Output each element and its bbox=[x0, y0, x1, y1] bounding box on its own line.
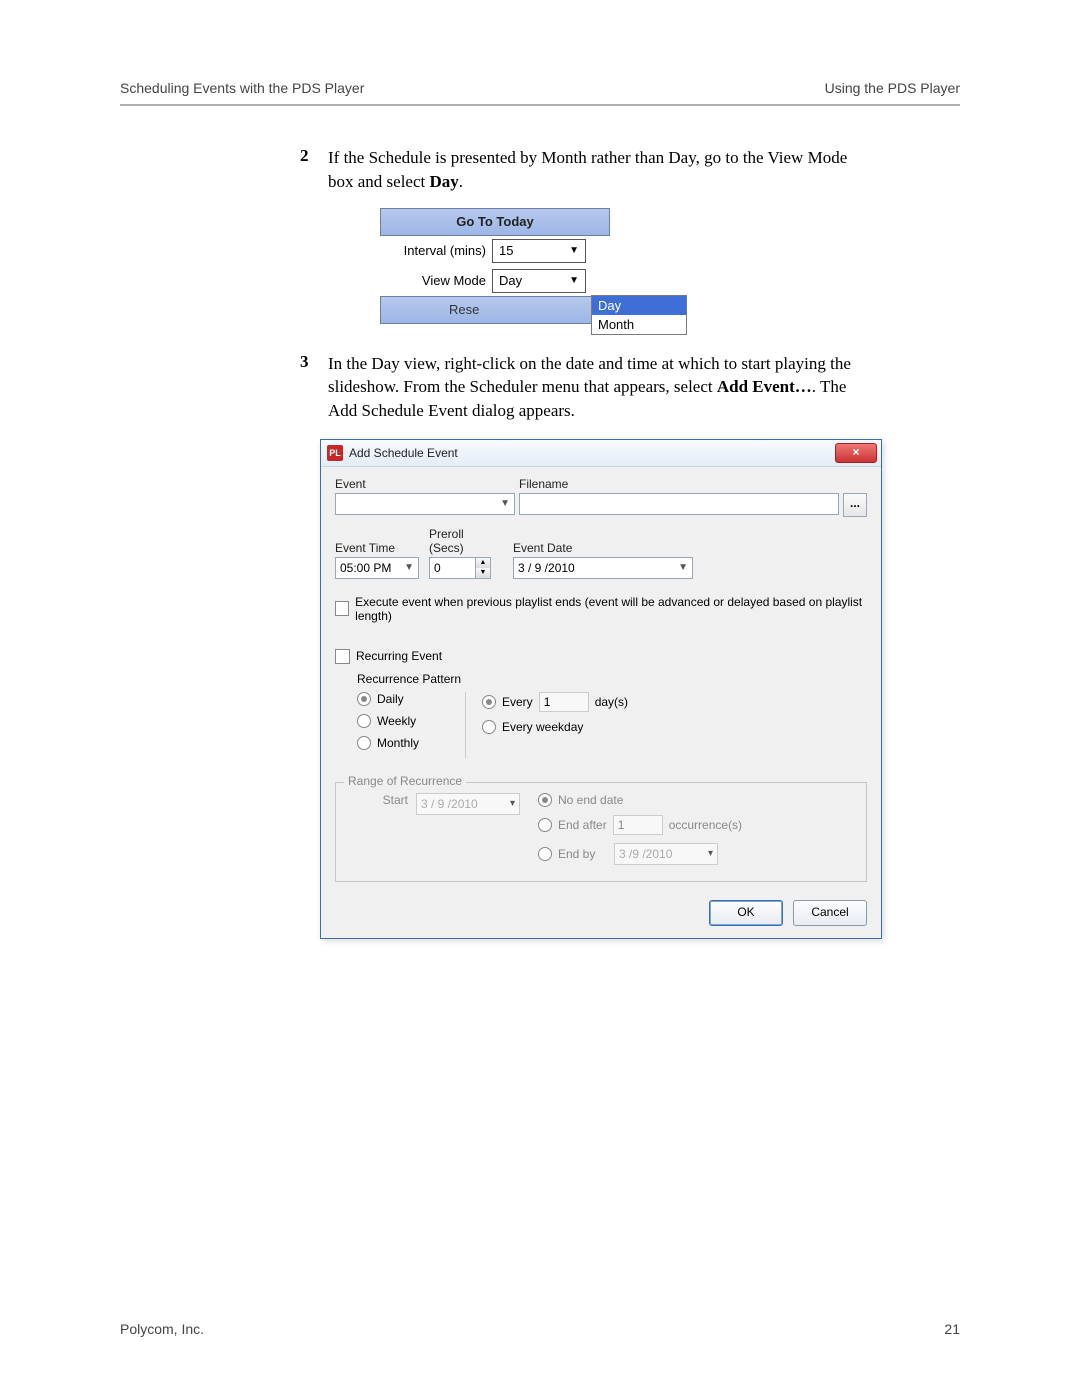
footer-right: 21 bbox=[944, 1321, 960, 1337]
dialog-title: Add Schedule Event bbox=[349, 446, 835, 460]
spinner-up-icon[interactable]: ▲ bbox=[476, 558, 490, 568]
filename-input[interactable] bbox=[519, 493, 839, 515]
recurring-checkbox[interactable] bbox=[335, 649, 350, 664]
step-3-b1: Add Event… bbox=[717, 377, 812, 396]
reset-button[interactable]: Rese bbox=[380, 296, 610, 324]
reset-partial-text: Rese bbox=[449, 302, 479, 317]
page-footer: Polycom, Inc. 21 bbox=[120, 1321, 960, 1337]
monthly-radio[interactable] bbox=[357, 736, 371, 750]
chevron-down-icon: ▾ bbox=[708, 848, 713, 859]
event-date-label: Event Date bbox=[513, 541, 693, 555]
no-end-date-radio[interactable] bbox=[538, 793, 552, 807]
chevron-down-icon: ▼ bbox=[500, 498, 510, 509]
monthly-label: Monthly bbox=[377, 736, 419, 750]
event-label: Event bbox=[335, 477, 515, 491]
close-button[interactable]: × bbox=[835, 443, 877, 463]
event-time-value: 05:00 PM bbox=[340, 561, 391, 575]
every-weekday-label: Every weekday bbox=[502, 720, 583, 734]
dropdown-option-month[interactable]: Month bbox=[592, 315, 686, 334]
view-mode-value: Day bbox=[499, 273, 522, 288]
event-select[interactable]: ▼ bbox=[335, 493, 515, 515]
daily-label: Daily bbox=[377, 692, 404, 706]
view-mode-panel: Go To Today Interval (mins) 15 ▼ View Mo… bbox=[380, 208, 610, 322]
start-label: Start bbox=[348, 793, 416, 807]
every-radio[interactable] bbox=[482, 695, 496, 709]
every-weekday-radio[interactable] bbox=[482, 720, 496, 734]
event-date-value: 3 / 9 /2010 bbox=[518, 561, 575, 575]
view-mode-label: View Mode bbox=[386, 273, 492, 288]
event-time-label: Event Time bbox=[335, 541, 419, 555]
daily-radio[interactable] bbox=[357, 692, 371, 706]
preroll-value: 0 bbox=[430, 558, 475, 578]
interval-label: Interval (mins) bbox=[386, 243, 492, 258]
every-label: Every bbox=[502, 695, 533, 709]
title-bar: PL Add Schedule Event × bbox=[321, 440, 881, 467]
step-2-text: If the Schedule is presented by Month ra… bbox=[328, 146, 868, 194]
view-mode-row: View Mode Day ▼ bbox=[380, 266, 610, 296]
execute-label: Execute event when previous playlist end… bbox=[355, 595, 867, 623]
interval-select[interactable]: 15 ▼ bbox=[492, 239, 586, 263]
step-3: 3 In the Day view, right-click on the da… bbox=[300, 352, 960, 423]
days-label: day(s) bbox=[595, 695, 628, 709]
range-of-recurrence-group: Range of Recurrence Start 3 / 9 /2010 ▾ … bbox=[335, 782, 867, 882]
chevron-down-icon: ▼ bbox=[569, 275, 579, 286]
filename-label: Filename bbox=[519, 477, 867, 491]
step-2-text-before: If the Schedule is presented by Month ra… bbox=[328, 148, 847, 191]
chevron-down-icon: ▼ bbox=[678, 562, 688, 573]
recurrence-pattern-group: Recurrence Pattern Daily Weekly Monthly … bbox=[335, 670, 867, 766]
step-3-text: In the Day view, right-click on the date… bbox=[328, 352, 868, 423]
weekly-radio[interactable] bbox=[357, 714, 371, 728]
end-after-radio[interactable] bbox=[538, 818, 552, 832]
step-3-number: 3 bbox=[300, 352, 328, 423]
preroll-spinner[interactable]: 0 ▲ ▼ bbox=[429, 557, 491, 579]
page-header: Scheduling Events with the PDS Player Us… bbox=[120, 80, 960, 106]
step-2-bold: Day bbox=[430, 172, 459, 191]
occurrences-label: occurrence(s) bbox=[669, 818, 742, 832]
recurring-label: Recurring Event bbox=[356, 649, 442, 663]
interval-value: 15 bbox=[499, 243, 513, 258]
start-date-picker[interactable]: 3 / 9 /2010 ▾ bbox=[416, 793, 520, 815]
view-mode-dropdown: Day Month bbox=[591, 295, 687, 335]
header-left: Scheduling Events with the PDS Player bbox=[120, 80, 364, 96]
header-right: Using the PDS Player bbox=[825, 80, 960, 96]
footer-left: Polycom, Inc. bbox=[120, 1321, 204, 1337]
end-by-date-picker[interactable]: 3 /9 /2010 ▾ bbox=[614, 843, 718, 865]
range-of-recurrence-title: Range of Recurrence bbox=[344, 774, 466, 788]
add-schedule-event-dialog: PL Add Schedule Event × Event ▼ Filename bbox=[320, 439, 882, 939]
preroll-label: Preroll (Secs) bbox=[429, 527, 491, 555]
chevron-down-icon: ▼ bbox=[569, 245, 579, 256]
event-date-picker[interactable]: 3 / 9 /2010 ▼ bbox=[513, 557, 693, 579]
ok-button[interactable]: OK bbox=[709, 900, 783, 926]
end-after-input[interactable]: 1 bbox=[613, 815, 663, 835]
step-2-after: . bbox=[459, 172, 463, 191]
close-icon: × bbox=[852, 445, 859, 459]
step-2-number: 2 bbox=[300, 146, 328, 194]
interval-row: Interval (mins) 15 ▼ bbox=[380, 236, 610, 266]
app-icon: PL bbox=[327, 445, 343, 461]
view-mode-select[interactable]: Day ▼ bbox=[492, 269, 586, 293]
end-by-radio[interactable] bbox=[538, 847, 552, 861]
start-date-value: 3 / 9 /2010 bbox=[421, 797, 478, 811]
cancel-button[interactable]: Cancel bbox=[793, 900, 867, 926]
event-time-select[interactable]: 05:00 PM ▼ bbox=[335, 557, 419, 579]
spinner-down-icon[interactable]: ▼ bbox=[476, 568, 490, 578]
dropdown-option-day[interactable]: Day bbox=[592, 296, 686, 315]
chevron-down-icon: ▾ bbox=[510, 798, 515, 809]
end-by-label: End by bbox=[558, 847, 614, 861]
no-end-date-label: No end date bbox=[558, 793, 623, 807]
end-after-label: End after bbox=[558, 818, 607, 832]
weekly-label: Weekly bbox=[377, 714, 416, 728]
step-2: 2 If the Schedule is presented by Month … bbox=[300, 146, 960, 194]
execute-checkbox[interactable] bbox=[335, 601, 349, 616]
go-to-today-button[interactable]: Go To Today bbox=[380, 208, 610, 236]
recurrence-pattern-title: Recurrence Pattern bbox=[357, 672, 855, 686]
every-value-input[interactable]: 1 bbox=[539, 692, 589, 712]
browse-button[interactable]: ... bbox=[843, 493, 867, 517]
end-by-value: 3 /9 /2010 bbox=[619, 847, 672, 861]
chevron-down-icon: ▼ bbox=[404, 562, 414, 573]
